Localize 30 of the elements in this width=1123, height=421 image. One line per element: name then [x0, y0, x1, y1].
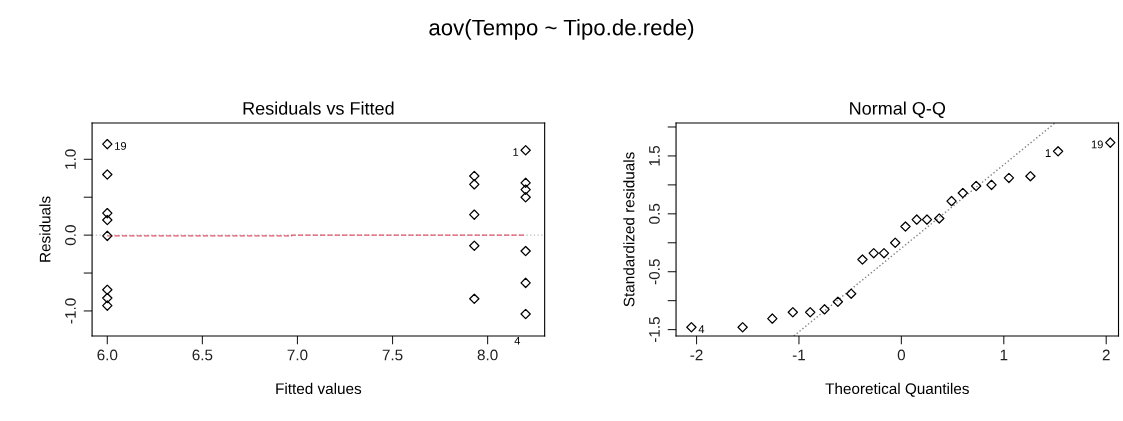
annotation: 4 [514, 336, 521, 345]
annotation: 19 [1091, 140, 1103, 149]
y-tick-label: 0.5 [649, 203, 660, 224]
y-tick-label: -1.0 [65, 298, 76, 324]
text: aov(Tempo ~ Tipo.de.rede) [429, 19, 694, 40]
x-axis-title: Theoretical Quantiles [825, 382, 969, 397]
y-axis-title: Residuals [39, 196, 51, 262]
y-tick-label: 1.5 [649, 145, 660, 166]
y-tick-label: -0.5 [649, 259, 660, 285]
annotation: 4 [698, 325, 705, 333]
x-tick-label: 6.0 [97, 349, 118, 361]
x-tick-label: -2 [690, 349, 703, 361]
x-tick-label: 6.5 [192, 349, 213, 361]
x-tick-label: 7.0 [287, 349, 308, 361]
chart-title: Normal Q-Q [850, 101, 946, 119]
x-tick-label: 2 [1102, 349, 1110, 361]
y-tick-label: 0.0 [65, 225, 76, 246]
x-axis-title: Fitted values [276, 382, 362, 395]
x-tick-label: -1 [792, 349, 805, 361]
annotation: 19 [115, 142, 127, 150]
chart-title: Residuals vs Fitted [243, 101, 394, 115]
x-tick-label: 1 [1000, 349, 1008, 361]
y-tick-label: -1.5 [649, 317, 660, 343]
y-axis-title: Standardized residuals [623, 152, 635, 307]
x-tick-label: 0 [897, 349, 906, 361]
x-tick-label: 8.0 [477, 349, 498, 361]
y-tick-label: 1.0 [65, 149, 76, 169]
x-tick-label: 7.5 [382, 349, 403, 361]
annotation: 1 [513, 148, 519, 156]
annotation: 1 [1045, 149, 1051, 157]
